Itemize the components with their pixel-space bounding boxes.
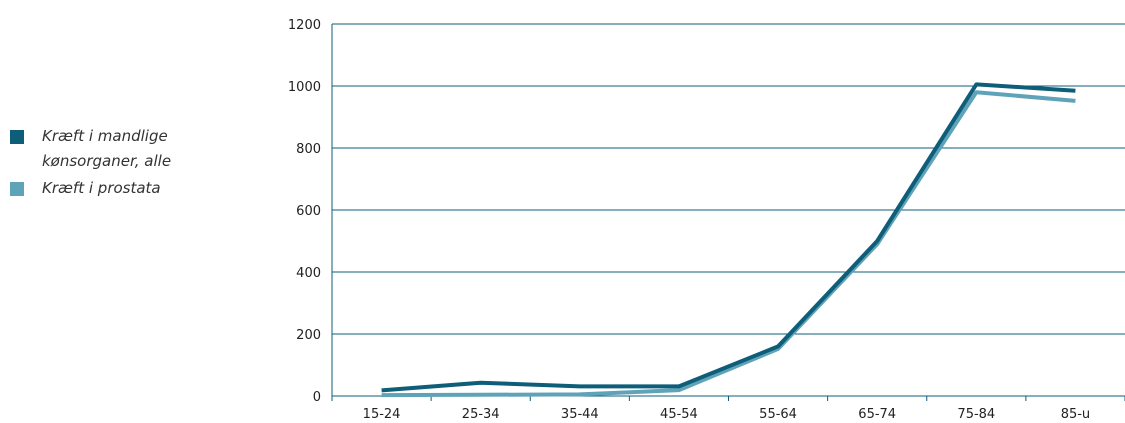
x-tick-label-45-54: 45-54 <box>660 407 698 422</box>
y-tick-label-1000: 1000 <box>288 80 321 95</box>
x-tick-label-75-84: 75-84 <box>957 407 995 422</box>
legend-label-series-1: Kræft i mandlige kønsorganer, alle <box>42 127 172 170</box>
series-line-1 <box>381 82 1076 393</box>
x-tick-label-65-74: 65-74 <box>858 407 896 422</box>
legend-swatch-series-2 <box>10 182 24 196</box>
legend-swatch-series-1 <box>10 130 24 144</box>
y-tick-label-1200: 1200 <box>288 18 321 33</box>
x-tick-label-35-44: 35-44 <box>561 407 599 422</box>
y-tick-label-0: 0 <box>313 390 321 405</box>
x-tick-label-55-64: 55-64 <box>759 407 797 422</box>
series-lines <box>381 82 1076 398</box>
y-gridlines <box>332 23 1125 397</box>
y-tick-label-200: 200 <box>296 328 321 343</box>
x-tick-label-25-34: 25-34 <box>462 407 500 422</box>
y-axis: 0 200 400 600 800 1000 1200 <box>288 18 333 405</box>
y-tick-label-600: 600 <box>296 204 321 219</box>
legend-label-series-2: Kræft i prostata <box>42 179 161 197</box>
x-tick-label-85-u: 85-u <box>1061 407 1090 422</box>
x-axis: 15-24 25-34 35-44 45-54 55-64 65-74 75-84 85-u <box>331 396 1125 422</box>
x-tick-label-15-24: 15-24 <box>363 407 401 422</box>
y-tick-label-400: 400 <box>296 266 321 281</box>
y-tick-label-800: 800 <box>296 142 321 157</box>
legend-item-series-2: Kræft i prostata <box>10 176 230 201</box>
legend-item-series-1: Kræft i mandlige kønsorganer, alle <box>10 124 230 174</box>
legend: Kræft i mandlige kønsorganer, alle Kræft… <box>10 124 230 201</box>
series-line-2 <box>381 90 1076 398</box>
